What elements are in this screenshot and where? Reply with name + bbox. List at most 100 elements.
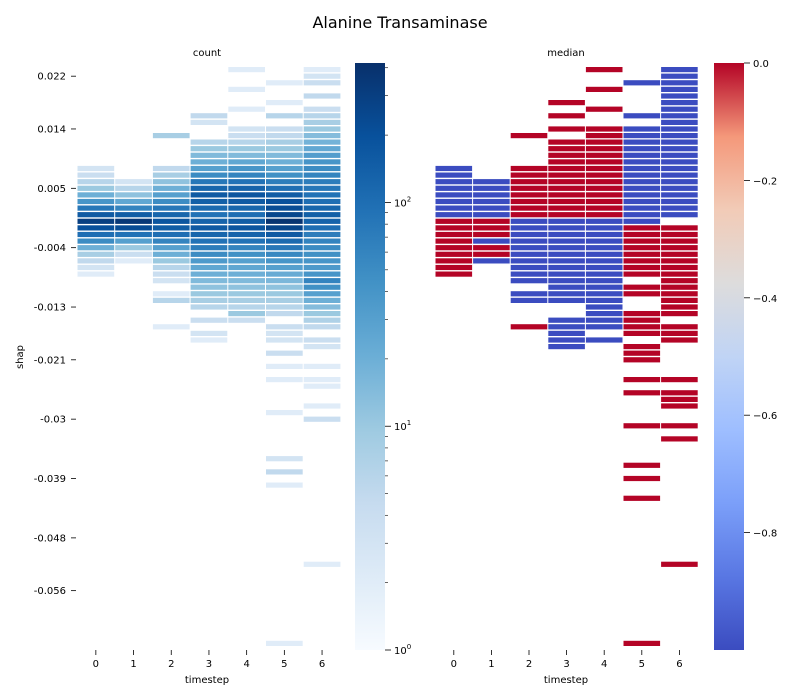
- median-cell-t6-15: [661, 165, 698, 172]
- count-cell-t3-1: [190, 119, 228, 125]
- count-cell-t6-36: [303, 317, 341, 323]
- count-cell-t3-20: [190, 258, 228, 264]
- count-cell-t4-25: [228, 271, 265, 277]
- count-cell-t6-34: [303, 304, 341, 310]
- count-cell-t2-2: [152, 172, 190, 178]
- count-cell-t0-8: [77, 218, 115, 224]
- count-y-tick-label-2: 0.005: [37, 184, 66, 195]
- median-cell-t6-41: [661, 390, 698, 396]
- count-cell-t3-13: [190, 212, 228, 218]
- median-cell-t4-9: [585, 165, 623, 172]
- count-cell-t2-21: [152, 324, 190, 330]
- median-cell-t5-13: [623, 198, 661, 205]
- median-cell-t3-27: [548, 297, 585, 303]
- median-x-tick-label-4: 4: [601, 659, 607, 670]
- count-cell-t4-31: [228, 311, 265, 317]
- count-cell-t1-7: [115, 225, 152, 231]
- median-cell-t2-0: [510, 133, 548, 139]
- median-cell-t2-17: [510, 271, 548, 277]
- count-cell-t5-37: [266, 377, 303, 383]
- count-cell-t2-20: [152, 297, 190, 303]
- median-cell-t3-11: [548, 192, 585, 198]
- count-cell-t6-21: [303, 218, 341, 224]
- median-cell-t5-14: [623, 205, 661, 211]
- count-cell-t4-24: [228, 264, 265, 271]
- count-cell-t2-18: [152, 278, 190, 284]
- count-cell-t0-15: [77, 264, 115, 271]
- count-cell-t4-0: [228, 67, 265, 73]
- median-cell-t6-16: [661, 172, 698, 178]
- median-cell-t6-26: [661, 245, 698, 251]
- count-cell-t5-20: [266, 238, 303, 244]
- median-cell-t0-4: [435, 192, 473, 198]
- count-cell-t1-4: [115, 205, 152, 211]
- median-cell-t2-16: [510, 264, 548, 271]
- median-subtitle: median: [547, 48, 585, 59]
- median-cell-t5-19: [623, 238, 661, 244]
- count-cell-t6-28: [303, 264, 341, 271]
- count-y-label: shap: [15, 345, 26, 369]
- median-cell-t5-7: [623, 159, 661, 165]
- median-cell-t6-17: [661, 179, 698, 185]
- median-cell-t3-13: [548, 205, 585, 211]
- count-cell-t3-2: [190, 139, 228, 145]
- median-cell-t6-25: [661, 238, 698, 244]
- median-cell-t4-26: [585, 278, 623, 284]
- median-heatmap-cells: [435, 67, 698, 646]
- median-cell-t3-8: [548, 172, 585, 178]
- count-cell-t6-5: [303, 113, 341, 119]
- median-cell-t4-20: [585, 238, 623, 244]
- median-cell-t5-23: [623, 264, 661, 271]
- count-cell-t0-5: [77, 198, 115, 205]
- count-cell-t0-1: [77, 172, 115, 178]
- median-panel: median 0 1 2 3 4 5 6 timestep: [435, 48, 698, 686]
- count-cell-t4-32: [228, 317, 265, 323]
- count-cell-t6-20: [303, 212, 341, 218]
- median-cell-t2-12: [510, 238, 548, 244]
- count-cell-t2-3: [152, 179, 190, 185]
- median-cell-t5-24: [623, 271, 661, 277]
- count-cell-t6-14: [303, 172, 341, 178]
- median-cell-t4-32: [585, 317, 623, 323]
- median-cell-t1-10: [473, 245, 510, 251]
- median-cell-t1-5: [473, 212, 510, 218]
- count-cell-t1-8: [115, 231, 152, 238]
- median-cell-t0-14: [435, 258, 473, 264]
- median-cell-t3-3: [548, 139, 585, 145]
- count-cell-t0-2: [77, 179, 115, 185]
- count-cell-t2-7: [152, 205, 190, 211]
- count-cell-t6-10: [303, 146, 341, 152]
- count-cell-t4-13: [228, 192, 265, 198]
- median-cell-t1-2: [473, 192, 510, 198]
- median-cell-t4-0: [585, 67, 623, 73]
- count-cell-t3-27: [190, 304, 228, 310]
- count-cell-t2-16: [152, 264, 190, 271]
- median-cell-t4-22: [585, 251, 623, 257]
- count-cell-t3-4: [190, 152, 228, 158]
- count-cell-t3-8: [190, 179, 228, 185]
- median-cell-t4-13: [585, 192, 623, 198]
- count-cell-t6-45: [303, 561, 341, 567]
- count-cell-t6-29: [303, 271, 341, 277]
- median-cell-t4-14: [585, 198, 623, 205]
- median-cell-t3-15: [548, 218, 585, 224]
- count-cell-t3-28: [190, 317, 228, 323]
- count-cell-t0-14: [77, 258, 115, 264]
- median-cell-t5-26: [623, 291, 661, 297]
- median-x-tick-label-6: 6: [676, 659, 682, 670]
- median-cell-t6-34: [661, 297, 698, 303]
- median-cell-t5-17: [623, 225, 661, 231]
- median-cell-t4-16: [585, 212, 623, 218]
- count-y-tick-label-5: -0.021: [34, 355, 66, 366]
- median-cell-t3-20: [548, 251, 585, 257]
- median-cell-t4-24: [585, 264, 623, 271]
- median-cell-t4-19: [585, 231, 623, 238]
- median-x-tick-label-3: 3: [563, 659, 569, 670]
- median-cell-t3-5: [548, 152, 585, 158]
- count-cell-t5-2: [266, 113, 303, 119]
- count-subtitle: count: [193, 48, 221, 59]
- count-cell-t6-17: [303, 192, 341, 198]
- count-cell-t3-29: [190, 330, 228, 336]
- median-cell-t4-5: [585, 139, 623, 145]
- count-cell-t6-0: [303, 67, 341, 73]
